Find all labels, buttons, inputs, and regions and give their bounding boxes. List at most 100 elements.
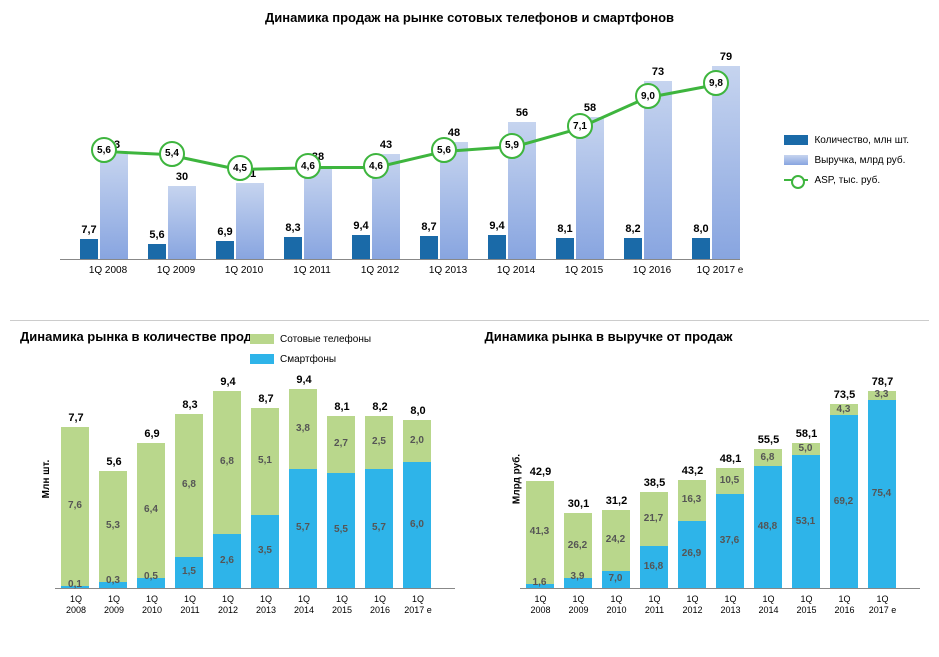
total-label: 5,6 <box>99 456 129 468</box>
x-axis-label: 1Q2017 e <box>403 594 433 616</box>
seg-label-phone: 3,8 <box>289 423 317 434</box>
seg-label-smart: 7,0 <box>602 573 630 584</box>
seg-label-phone: 6,4 <box>137 504 165 515</box>
seg-label-phone: 6,8 <box>754 452 782 463</box>
total-label: 8,0 <box>403 405 433 417</box>
total-label: 43,2 <box>678 465 708 477</box>
asp-point: 9,8 <box>703 70 729 96</box>
asp-point: 4,5 <box>227 155 253 181</box>
asp-point: 9,0 <box>635 83 661 109</box>
legend-item-smart: Смартфоны <box>250 349 371 369</box>
rev-bar-label: 79 <box>711 51 741 63</box>
total-label: 78,7 <box>868 376 898 388</box>
seg-label-phone: 16,3 <box>678 494 706 505</box>
right-chart-panel: Динамика рынка в выручке от продаж Млрд … <box>475 329 930 630</box>
qty-bar <box>624 238 642 259</box>
seg-label-smart: 0,1 <box>59 579 91 590</box>
qty-bar <box>420 236 438 259</box>
seg-label-phone: 6,8 <box>175 479 203 490</box>
seg-label-phone: 5,3 <box>99 520 127 531</box>
asp-point: 4,6 <box>295 153 321 179</box>
x-axis-label: 1Q2012 <box>213 594 243 616</box>
asp-point: 5,6 <box>431 137 457 163</box>
x-axis-label: 1Q 2015 <box>556 265 612 276</box>
total-label: 8,2 <box>365 401 395 413</box>
x-axis-label: 1Q2014 <box>289 594 319 616</box>
x-axis-label: 1Q 2009 <box>148 265 204 276</box>
x-axis-label: 1Q2008 <box>61 594 91 616</box>
x-axis-label: 1Q 2012 <box>352 265 408 276</box>
x-axis-label: 1Q2011 <box>640 594 670 616</box>
total-label: 8,7 <box>251 393 281 405</box>
rev-bar <box>236 183 264 259</box>
x-axis-label: 1Q 2014 <box>488 265 544 276</box>
seg-label-phone: 41,3 <box>526 526 554 537</box>
qty-bar <box>216 241 234 259</box>
asp-point: 5,4 <box>159 141 185 167</box>
top-chart-panel: Динамика продаж на рынке сотовых телефон… <box>10 10 929 320</box>
x-axis-label: 1Q2011 <box>175 594 205 616</box>
bottom-row: Динамика рынка в количестве продаж Сотов… <box>10 320 929 630</box>
rev-bar <box>100 154 128 259</box>
legend-item-asp: ASP, тыс. руб. <box>784 170 909 190</box>
legend-label-asp: ASP, тыс. руб. <box>814 175 880 186</box>
qty-bar <box>692 238 710 259</box>
asp-point: 7,1 <box>567 113 593 139</box>
seg-label-smart: 3,5 <box>251 545 279 556</box>
seg-label-smart: 16,8 <box>640 561 668 572</box>
seg-label-phone: 4,3 <box>830 404 858 415</box>
legend-item-rev: Выручка, млрд руб. <box>784 150 909 170</box>
x-axis-label: 1Q2008 <box>526 594 556 616</box>
seg-label-phone: 21,7 <box>640 513 668 524</box>
total-label: 9,4 <box>213 376 243 388</box>
seg-label-smart: 0,5 <box>135 571 167 582</box>
x-axis-label: 1Q2014 <box>754 594 784 616</box>
rev-bar-label: 73 <box>643 66 673 78</box>
seg-label-smart: 3,9 <box>562 571 594 582</box>
seg-label-phone: 5,1 <box>251 455 279 466</box>
asp-point: 4,6 <box>363 153 389 179</box>
qty-bar <box>284 237 302 259</box>
seg-label-phone: 6,8 <box>213 456 241 467</box>
seg-label-smart: 5,5 <box>327 524 355 535</box>
top-chart-legend: Количество, млн шт. Выручка, млрд руб. A… <box>784 130 909 190</box>
left-chart-plot: Млн шт. 0,17,67,71Q20080,35,35,61Q20090,… <box>55 369 455 589</box>
legend-label-qty: Количество, млн шт. <box>814 135 909 146</box>
x-axis-label: 1Q 2013 <box>420 265 476 276</box>
legend-swatch-rev <box>784 155 808 165</box>
total-label: 8,1 <box>327 401 357 413</box>
stacked-legend: Сотовые телефоны Смартфоны <box>250 329 371 369</box>
right-chart-plot: Млрд руб. 1,641,342,91Q20083,926,230,11Q… <box>520 369 920 589</box>
seg-label-phone: 2,5 <box>365 436 393 447</box>
right-y-label: Млрд руб. <box>511 453 522 503</box>
total-label: 31,2 <box>602 495 632 507</box>
total-label: 58,1 <box>792 428 822 440</box>
seg-label-phone: 5,0 <box>792 443 820 454</box>
total-label: 55,5 <box>754 434 784 446</box>
total-label: 30,1 <box>564 498 594 510</box>
x-axis-label: 1Q 2008 <box>80 265 136 276</box>
seg-label-smart: 1,6 <box>524 577 556 588</box>
seg-label-smart: 69,2 <box>830 496 858 507</box>
seg-label-smart: 53,1 <box>792 516 820 527</box>
x-axis-label: 1Q2016 <box>830 594 860 616</box>
left-y-label: Млн шт. <box>41 459 52 498</box>
x-axis-label: 1Q2012 <box>678 594 708 616</box>
seg-label-phone: 7,6 <box>61 500 89 511</box>
legend-label-rev: Выручка, млрд руб. <box>814 155 905 166</box>
seg-label-smart: 5,7 <box>365 522 393 533</box>
x-axis-label: 1Q2013 <box>251 594 281 616</box>
seg-label-phone: 3,3 <box>868 389 896 400</box>
total-label: 38,5 <box>640 477 670 489</box>
total-label: 7,7 <box>61 412 91 424</box>
rev-bar-label: 43 <box>371 139 401 151</box>
x-axis-label: 1Q 2017 e <box>692 265 748 276</box>
rev-bar <box>168 186 196 259</box>
top-chart-area: 7,7435,6306,9318,3389,4438,7489,4568,158… <box>60 40 740 280</box>
seg-label-phone: 26,2 <box>564 540 592 551</box>
qty-bar <box>148 244 166 259</box>
rev-bar-label: 30 <box>167 171 197 183</box>
seg-label-smart: 75,4 <box>868 488 896 499</box>
total-label: 9,4 <box>289 374 319 386</box>
total-label: 42,9 <box>526 466 556 478</box>
